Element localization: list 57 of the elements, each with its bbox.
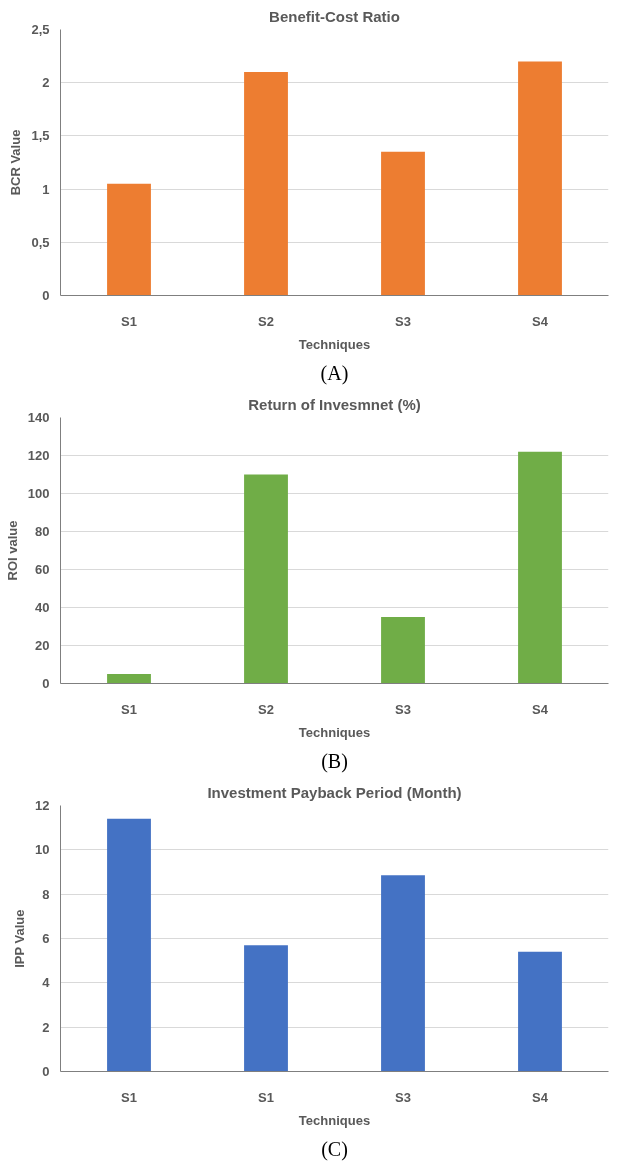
y-tick-label: 0,5	[31, 234, 50, 250]
y-tick-label: 0	[42, 288, 50, 303]
bar	[381, 875, 425, 1072]
y-tick-label: 8	[42, 886, 50, 902]
x-tick-label: S4	[532, 1089, 549, 1105]
x-tick-label: S3	[395, 701, 411, 717]
x-tick-label: S3	[395, 313, 411, 329]
x-tick-label: S2	[258, 701, 274, 717]
y-tick-label: 20	[35, 638, 50, 653]
y-tick-label: 0	[42, 1064, 50, 1079]
y-tick-label: 6	[42, 931, 50, 946]
y-tick-label: 4	[42, 975, 51, 991]
bar	[244, 72, 288, 296]
y-tick-label: 2	[42, 1019, 50, 1035]
y-tick-label: 60	[35, 562, 50, 577]
text: (B)	[321, 749, 348, 773]
y-tick-label: 40	[35, 600, 50, 615]
y-tick-label: 2	[42, 75, 50, 91]
y-tick-label: 100	[27, 486, 50, 501]
chart-title: Benefit-Cost Ratio	[269, 7, 400, 25]
x-tick-label: S1	[121, 1089, 137, 1105]
y-tick-label: 120	[27, 448, 50, 463]
y-tick-label: 2,5	[31, 22, 50, 37]
y-tick-label: 1	[42, 181, 50, 197]
x-tick-label: S4	[532, 701, 549, 717]
x-axis-title: Techniques	[298, 336, 371, 352]
text: (C)	[321, 1137, 348, 1161]
bar	[107, 818, 151, 1072]
text: (A)	[320, 361, 349, 385]
bar	[107, 183, 151, 296]
bar	[244, 474, 288, 684]
chart-title: Investment Payback Period (Month)	[207, 783, 462, 801]
x-tick-label: S1	[121, 701, 137, 717]
y-axis-title: BCR Value	[8, 129, 24, 196]
bar	[518, 61, 562, 296]
bar	[381, 151, 425, 296]
x-tick-label: S3	[395, 1089, 411, 1105]
y-tick-label: 10	[35, 842, 50, 858]
y-tick-label: 140	[27, 410, 50, 425]
x-axis-title: Techniques	[298, 724, 371, 740]
y-tick-label: 1,5	[31, 128, 50, 144]
bar	[244, 945, 288, 1072]
chart-title: Return of Invesmnet (%)	[248, 395, 421, 413]
x-axis-title: Techniques	[298, 1112, 371, 1128]
x-tick-label: S4	[532, 313, 549, 329]
bar	[107, 674, 151, 684]
bar	[518, 451, 562, 684]
y-tick-label: 80	[35, 524, 50, 539]
bar	[381, 617, 425, 684]
x-tick-label: S1	[258, 1089, 274, 1105]
x-tick-label: S2	[258, 313, 274, 329]
x-tick-label: S1	[121, 313, 137, 329]
y-tick-label: 12	[35, 798, 50, 813]
y-tick-label: 0	[42, 676, 50, 691]
y-axis-title: ROI value	[4, 520, 20, 581]
y-axis-title: IPP Value	[12, 909, 28, 968]
bar	[518, 951, 562, 1072]
